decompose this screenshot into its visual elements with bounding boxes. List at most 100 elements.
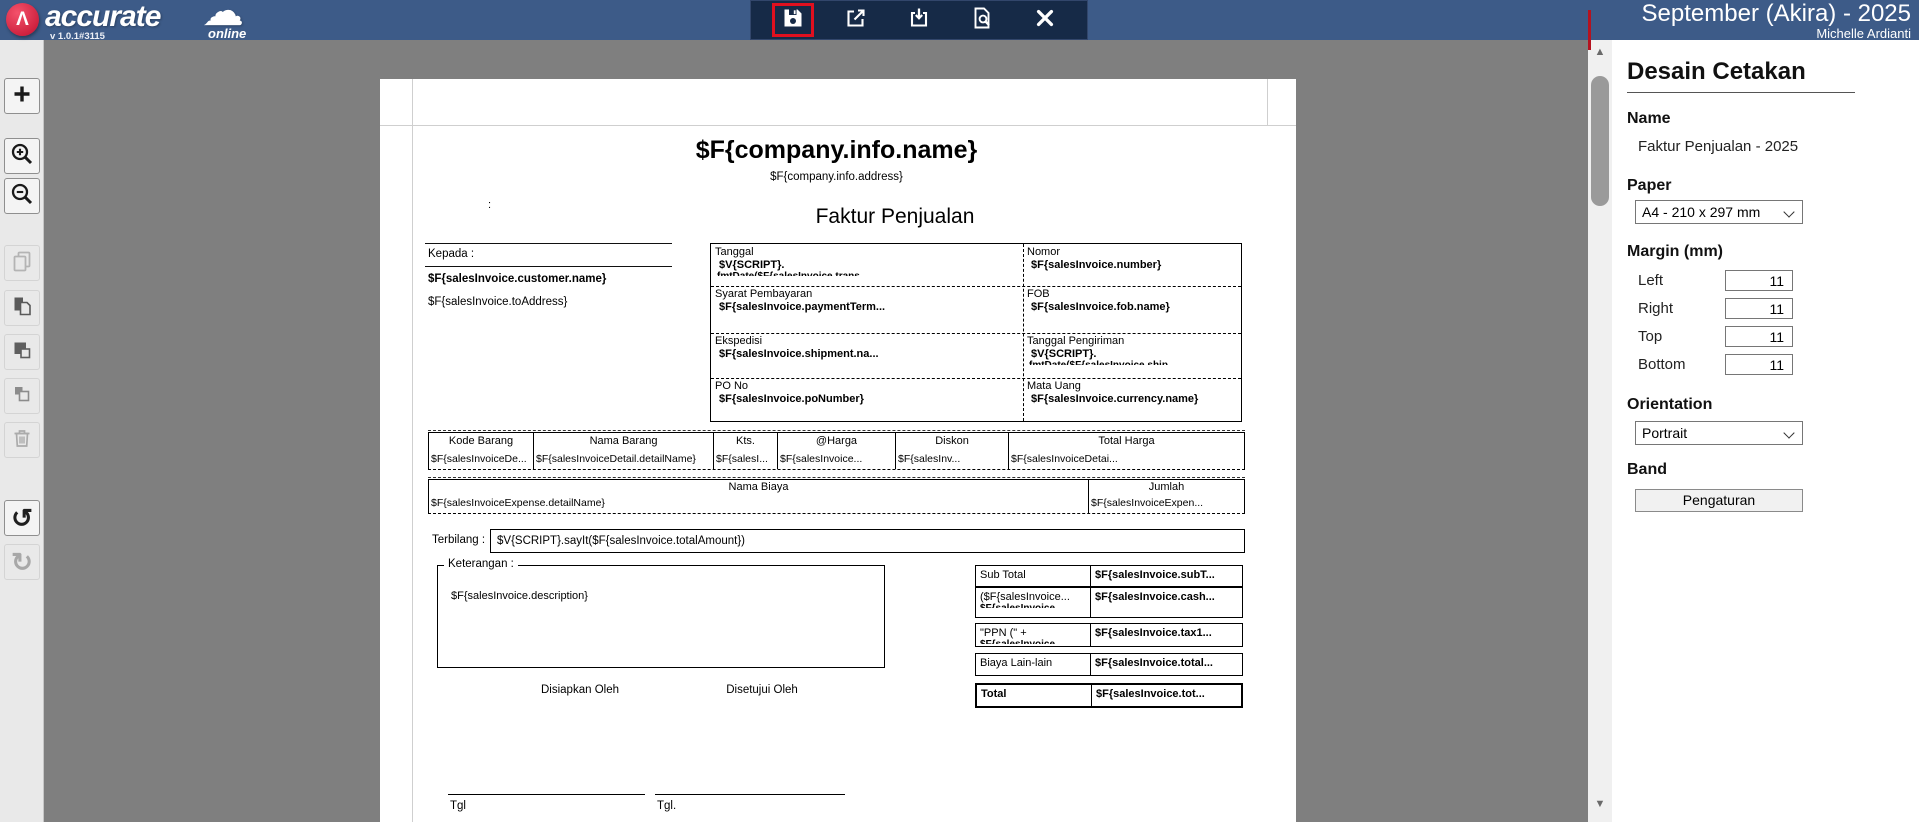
keterangan-box[interactable]: Keterangan : $F{salesInvoice.description… — [437, 558, 885, 668]
name-value[interactable]: Faktur Penjualan - 2025 — [1638, 138, 1799, 155]
info-cell-ekspedisi[interactable]: Ekspedisi $F{salesInvoice.shipment.na... — [715, 335, 879, 360]
close-icon — [1034, 7, 1056, 34]
info-cell-tanggal[interactable]: Tanggal $V{SCRIPT}. fmtDate($F{salesInvo… — [715, 246, 860, 276]
col-harga[interactable]: @Harga — [778, 433, 896, 451]
logo-wordmark: accurate — [45, 0, 161, 33]
redo-button[interactable]: ↻ — [4, 544, 40, 580]
paper-select[interactable]: A4 - 210 x 297 mm — [1635, 200, 1803, 224]
panel-scrollbar[interactable]: ▲ ▼ — [1588, 40, 1612, 822]
chevron-down-icon — [1783, 206, 1795, 218]
save-icon — [781, 6, 805, 35]
undo-button[interactable]: ↺ — [4, 500, 40, 536]
tgl-label[interactable]: Tgl. — [657, 800, 677, 812]
top-bar: Λ accurate v 1.0.1#3115 ☁ online — [0, 0, 1919, 42]
tgl-label[interactable]: Tgl — [450, 800, 466, 812]
left-margin-guide — [412, 79, 413, 822]
expense-table-row[interactable]: $F{salesInvoiceExpense.detailName} $F{sa… — [428, 495, 1245, 514]
col-total-harga[interactable]: Total Harga — [1098, 435, 1155, 447]
export-icon — [844, 6, 868, 35]
margin-left-label: Left — [1638, 272, 1664, 289]
info-cell-po-no[interactable]: PO No $F{salesInvoice.poNumber} — [715, 380, 864, 405]
signature-line — [655, 794, 845, 795]
description-field[interactable]: $F{salesInvoice.description} — [451, 590, 588, 602]
terbilang-field[interactable]: $V{SCRIPT}.sayIt($F{salesInvoice.totalAm… — [490, 529, 1245, 553]
terbilang-label[interactable]: Terbilang : — [432, 534, 486, 546]
customer-name-field[interactable]: $F{salesInvoice.customer.name} — [428, 273, 607, 285]
bring-forward-icon — [10, 338, 34, 367]
col-nama-barang[interactable]: Nama Barang — [534, 433, 714, 451]
tools-sidebar: ↺ ↻ — [0, 40, 44, 822]
info-cell-tanggal-pengiriman[interactable]: Tanggal Pengiriman $V{SCRIPT}. fmtDate($… — [1027, 335, 1168, 365]
band-settings-button[interactable]: Pengaturan — [1635, 489, 1803, 512]
add-icon — [10, 82, 34, 111]
title-rule — [1627, 92, 1855, 93]
scroll-down-icon[interactable]: ▼ — [1594, 798, 1606, 810]
margin-top-input[interactable] — [1725, 326, 1793, 347]
total-row[interactable]: Total $F{salesInvoice.tot... — [975, 683, 1243, 708]
design-canvas[interactable]: $F{company.info.name} $F{company.info.ad… — [44, 40, 1588, 822]
red-marker-line — [1588, 10, 1591, 50]
panel-title: Desain Cetakan — [1627, 58, 1806, 85]
band-label: Band — [1627, 461, 1667, 478]
item-table-row[interactable]: $F{salesInvoiceDe... $F{salesInvoiceDeta… — [428, 451, 1245, 470]
info-table-divider — [1023, 244, 1024, 421]
info-cell-syarat[interactable]: Syarat Pembayaran $F{salesInvoice.paymen… — [715, 288, 886, 313]
undo-icon: ↺ — [11, 503, 33, 533]
name-label: Name — [1627, 110, 1671, 127]
bring-forward-button[interactable] — [4, 334, 40, 370]
colon-field[interactable]: : — [488, 199, 492, 211]
col-jumlah[interactable]: Jumlah — [1148, 481, 1185, 493]
disiapkan-label[interactable]: Disiapkan Oleh — [541, 684, 619, 696]
copy-button[interactable] — [4, 245, 40, 281]
item-table-header[interactable]: Kode Barang Nama Barang Kts. @Harga Disk… — [428, 432, 1245, 452]
import-button[interactable] — [898, 3, 940, 37]
col-kode-barang[interactable]: Kode Barang — [429, 433, 534, 451]
margin-bottom-input[interactable] — [1725, 354, 1793, 375]
biaya-lain-row[interactable]: Biaya Lain-lain $F{salesInvoice.total... — [975, 653, 1243, 676]
margin-left-input[interactable] — [1725, 270, 1793, 291]
scroll-up-icon[interactable]: ▲ — [1594, 46, 1606, 58]
col-kts[interactable]: Kts. — [714, 433, 778, 451]
zoom-out-button[interactable] — [4, 178, 40, 214]
disetujui-label[interactable]: Disetujui Oleh — [726, 684, 798, 696]
orientation-select[interactable]: Portrait — [1635, 421, 1803, 445]
col-diskon[interactable]: Diskon — [896, 433, 1009, 451]
to-address-field[interactable]: $F{salesInvoice.toAddress} — [428, 296, 568, 308]
expense-table-header[interactable]: Nama Biaya Jumlah — [428, 479, 1245, 496]
save-button[interactable] — [772, 3, 814, 37]
send-backward-button[interactable] — [4, 378, 40, 414]
margin-right-label: Right — [1638, 300, 1674, 317]
delete-button[interactable] — [4, 422, 40, 458]
add-element-button[interactable] — [4, 78, 40, 114]
app-version: v 1.0.1#3115 — [50, 31, 105, 42]
scrollbar-thumb[interactable] — [1591, 76, 1609, 206]
paste-button[interactable] — [4, 290, 40, 326]
info-cell-fob[interactable]: FOB $F{salesInvoice.fob.name} — [1027, 288, 1170, 313]
preview-button[interactable] — [961, 3, 1003, 37]
ppn-row[interactable]: "PPN (" +$F{salesInvoice. $F{salesInvoic… — [975, 623, 1243, 647]
margin-label: Margin (mm) — [1627, 243, 1723, 260]
report-title-field[interactable]: Faktur Penjualan — [815, 205, 975, 228]
subtotal-row[interactable]: Sub Total $F{salesInvoice.subT... — [975, 565, 1243, 587]
logo-online-label: online — [208, 26, 247, 41]
zoom-out-icon — [9, 181, 35, 212]
app-logo[interactable]: Λ accurate v 1.0.1#3115 ☁ online — [6, 0, 246, 42]
margin-right-input[interactable] — [1725, 298, 1793, 319]
company-address-field[interactable]: $F{company.info.address} — [770, 171, 903, 183]
orientation-label: Orientation — [1627, 396, 1713, 413]
col-nama-biaya[interactable]: Nama Biaya — [429, 480, 1089, 496]
zoom-in-button[interactable] — [4, 138, 40, 174]
cash-discount-row[interactable]: ($F{salesInvoice...$F{salesInvoice. $F{s… — [975, 587, 1243, 618]
export-button[interactable] — [835, 3, 877, 37]
kepada-label[interactable]: Kepada : — [425, 243, 672, 267]
info-cell-mata-uang[interactable]: Mata Uang $F{salesInvoice.currency.name} — [1027, 380, 1199, 405]
company-name-field[interactable]: $F{company.info.name} — [695, 136, 978, 164]
redo-icon: ↻ — [11, 547, 33, 577]
zoom-in-icon — [9, 141, 35, 172]
info-cell-nomor[interactable]: Nomor $F{salesInvoice.number} — [1027, 246, 1162, 271]
report-page[interactable]: $F{company.info.name} $F{company.info.ad… — [380, 79, 1296, 822]
invoice-info-table[interactable]: Tanggal $V{SCRIPT}. fmtDate($F{salesInvo… — [710, 243, 1242, 422]
close-button[interactable] — [1024, 3, 1066, 37]
delete-icon — [10, 426, 34, 455]
user-name: Michelle Ardianti — [1816, 26, 1911, 41]
